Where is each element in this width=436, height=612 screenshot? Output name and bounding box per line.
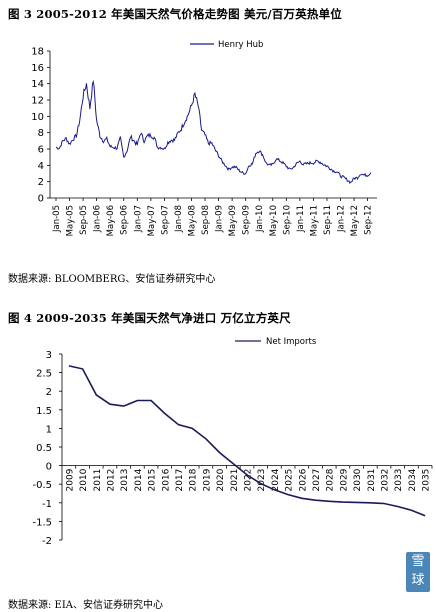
x-tick-label: May-06 [106, 205, 116, 236]
x-tick-label: 2019 [202, 468, 212, 491]
x-tick-label: 2031 [367, 469, 377, 492]
x-tick-label: Jan-06 [93, 205, 103, 233]
x-tick-label: Jan-08 [174, 205, 184, 233]
henry-hub-series-line [56, 79, 372, 185]
x-tick-label: May-09 [228, 205, 238, 236]
y-tick-label: 18 [31, 47, 44, 58]
x-tick-label: 2015 [148, 469, 158, 492]
xueqiu-watermark-logo: 雪球 [406, 552, 430, 592]
figure-3-source: 数据来源: BLOOMBERG、安信证券研究中心 [8, 274, 216, 285]
x-tick-label: Jan-11 [296, 205, 306, 233]
x-tick-label: May-10 [269, 205, 279, 236]
x-tick-label: 2028 [326, 468, 336, 491]
x-tick-label: 2035 [422, 469, 432, 492]
x-tick-label: 2010 [79, 468, 89, 491]
x-tick-label: 2016 [161, 468, 171, 491]
x-tick-label: 2020 [216, 468, 226, 491]
y-tick-label: 3 [46, 350, 52, 361]
y-tick-label: 0.5 [36, 443, 52, 454]
x-tick-label: Sep-06 [120, 205, 130, 235]
x-tick-label: Sep-08 [201, 205, 211, 235]
x-tick-label: 2023 [257, 469, 267, 492]
x-tick-label: May-11 [309, 205, 319, 236]
x-tick-label: 2009 [65, 468, 75, 491]
y-tick-label: 0 [38, 194, 44, 205]
x-tick-label: 2012 [106, 469, 116, 492]
y-tick-label: 6 [38, 145, 44, 156]
x-tick-label: 2030 [353, 468, 363, 491]
net-imports-series-line [68, 365, 426, 517]
x-tick-label: Sep-09 [242, 205, 252, 235]
x-tick-label: 2014 [134, 468, 144, 491]
x-tick-label: 2034 [408, 468, 418, 491]
y-tick-label: -2 [42, 536, 52, 547]
y-tick-label: 1 [46, 424, 52, 435]
x-tick-label: Sep-10 [282, 205, 292, 235]
x-tick-label: 2018 [189, 468, 199, 491]
y-tick-label: -1 [42, 499, 52, 510]
x-tick-label: 2032 [381, 469, 391, 492]
y-tick-label: 1.5 [36, 406, 52, 417]
y-tick-label: 8 [38, 128, 44, 139]
figure-4-source: 数据来源: EIA、安信证券研究中心 [8, 600, 164, 611]
x-tick-label: May-05 [66, 205, 76, 236]
x-tick-label: Jan-09 [215, 205, 225, 233]
x-tick-label: 2021 [230, 469, 240, 492]
x-tick-label: 2027 [312, 469, 322, 492]
legend-label: Net Imports [266, 337, 317, 347]
y-tick-label: 14 [31, 79, 44, 90]
y-tick-label: 2 [46, 387, 52, 398]
y-tick-label: 10 [31, 112, 44, 123]
y-tick-label: -0.5 [32, 480, 52, 491]
y-tick-label: 4 [38, 161, 44, 172]
x-tick-label: 2029 [339, 468, 349, 491]
x-tick-label: Jan-07 [133, 205, 143, 233]
x-tick-label: 2011 [93, 469, 103, 492]
y-tick-label: 2.5 [36, 369, 52, 380]
x-tick-label: 2026 [298, 468, 308, 491]
x-tick-label: 2025 [285, 469, 295, 492]
x-tick-label: 2013 [120, 469, 130, 492]
x-tick-label: 2033 [394, 469, 404, 492]
x-tick-label: May-07 [147, 205, 157, 236]
y-tick-label: 16 [31, 63, 44, 74]
x-tick-label: Sep-05 [79, 205, 89, 235]
x-tick-label: Jan-05 [52, 205, 62, 233]
x-tick-label: 2017 [175, 469, 185, 492]
x-tick-label: May-08 [187, 205, 197, 236]
x-tick-label: Sep-11 [323, 205, 333, 235]
x-tick-label: 2024 [271, 468, 281, 491]
x-tick-label: Jan-12 [337, 205, 347, 233]
y-tick-label: 2 [38, 177, 44, 188]
y-tick-label: -1.5 [32, 517, 52, 528]
x-tick-label: 2022 [244, 469, 254, 492]
y-tick-label: 0 [46, 462, 52, 473]
y-tick-label: 12 [31, 96, 44, 107]
x-tick-label: May-12 [350, 205, 360, 236]
figure-3-title: 图 3 2005-2012 年美国天然气价格走势图 美元/百万英热单位 [8, 7, 343, 21]
figure-4-title: 图 4 2009-2035 年美国天然气净进口 万亿立方英尺 [8, 311, 291, 325]
legend-label: Henry Hub [218, 40, 263, 50]
x-tick-label: Jan-10 [255, 205, 265, 233]
x-tick-label: Sep-07 [160, 205, 170, 235]
x-tick-label: Sep-12 [364, 205, 374, 235]
